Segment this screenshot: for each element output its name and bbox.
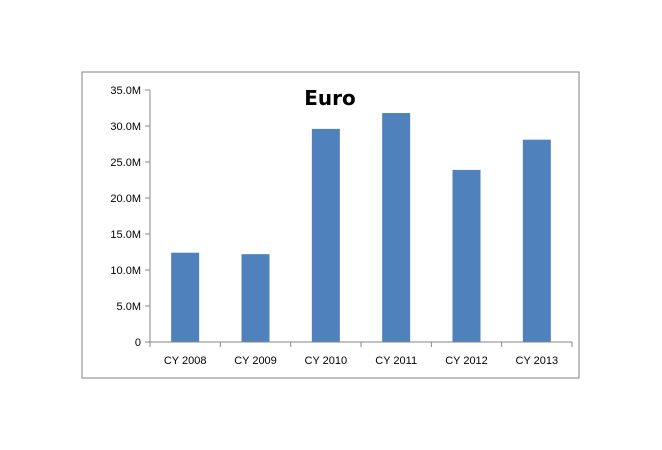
bars bbox=[171, 113, 551, 342]
y-tick-label: 35.0M bbox=[110, 85, 141, 97]
bar-cy-2013 bbox=[522, 139, 551, 342]
bar-cy-2012 bbox=[452, 169, 481, 342]
x-tick-label: CY 2013 bbox=[516, 355, 559, 367]
y-tick-label: 15.0M bbox=[110, 229, 141, 241]
x-axis: CY 2008 CY 2009 CY 2010 CY 2011 CY 2012 CY 20… bbox=[149, 341, 573, 367]
y-tick-label: 5.0M bbox=[117, 301, 141, 313]
bar-cy-2008 bbox=[171, 252, 200, 342]
x-tick-label: CY 2009 bbox=[234, 355, 277, 367]
x-tick-label: CY 2011 bbox=[375, 355, 417, 367]
bar-cy-2011 bbox=[382, 113, 411, 342]
y-tick-label: 0 bbox=[135, 337, 141, 349]
x-tick-label: CY 2008 bbox=[164, 355, 207, 367]
x-tick-label: CY 2012 bbox=[445, 355, 488, 367]
chart-title: Euro bbox=[304, 86, 356, 110]
y-axis: 0 5.0M 10.0M 15.0M 20.0M 25.0M 30.0M 35.0M bbox=[110, 85, 151, 349]
bar-cy-2009 bbox=[241, 254, 270, 342]
y-tick-label: 25.0M bbox=[110, 157, 141, 169]
x-tick-label: CY 2010 bbox=[305, 355, 348, 367]
y-tick-label: 30.0M bbox=[110, 121, 141, 133]
bar-cy-2010 bbox=[311, 128, 340, 342]
y-tick-label: 20.0M bbox=[110, 193, 141, 205]
y-tick-label: 10.0M bbox=[110, 265, 141, 277]
